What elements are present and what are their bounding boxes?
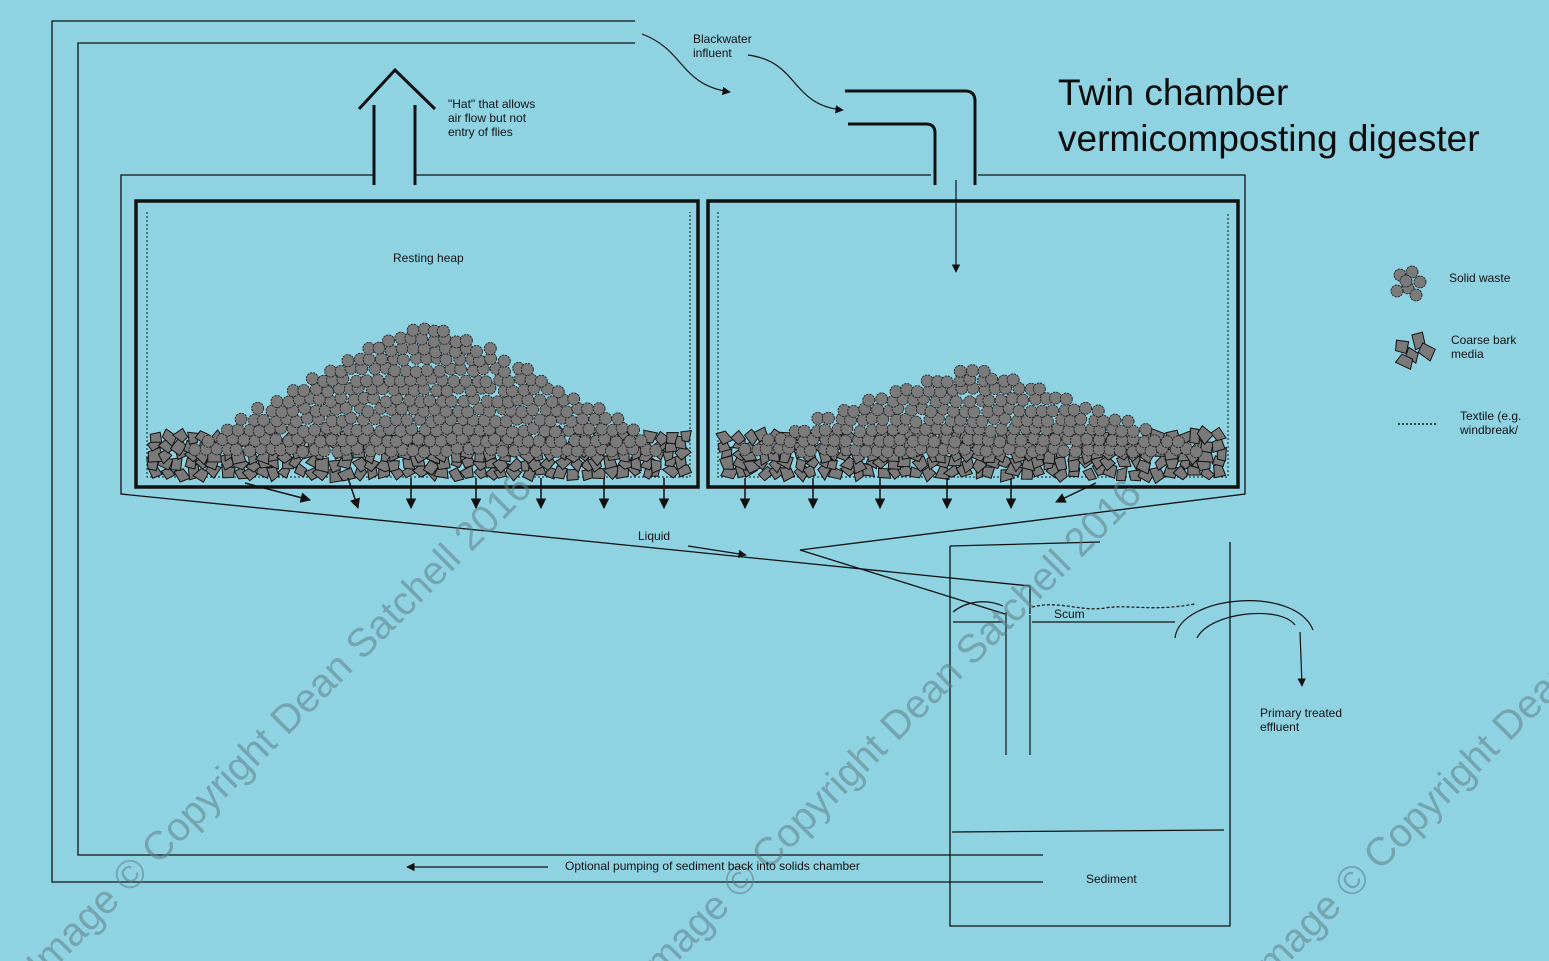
- solid-waste-legend-icon: [1390, 265, 1427, 302]
- active-heap-pile: [715, 364, 1227, 485]
- fly-hat-label: "Hat" that allows air flow but not entry…: [448, 97, 536, 139]
- sediment-label: Sediment: [1086, 872, 1137, 886]
- title-line-1: Twin chamber: [1058, 72, 1289, 113]
- influent-flow-arrows: [641, 33, 961, 273]
- liquid-flow-arrow: [687, 545, 747, 558]
- resting-heap-pile: [146, 322, 693, 484]
- settling-tank: [949, 541, 1231, 927]
- scum-label: Scum: [1054, 607, 1085, 621]
- liquid-label: Liquid: [638, 529, 671, 543]
- housing-outline: [120, 174, 1246, 615]
- inlet-pipe: [845, 89, 977, 185]
- textile-legend-label: Textile (e.g. windbreak/: [1460, 409, 1522, 437]
- drainage-arrows: [244, 477, 1097, 510]
- coarse-bark-legend-icon: [1394, 331, 1436, 371]
- outlet-pipe: [1174, 600, 1314, 687]
- recirculation-pipe: [51, 20, 1043, 883]
- blackwater-influent-label: Blackwater influent: [693, 32, 752, 60]
- resting-chamber: [134, 199, 700, 489]
- diagram-title: Twin chamber vermicomposting digester: [1058, 70, 1480, 162]
- coarse-bark-legend-label: Coarse bark media: [1451, 333, 1517, 361]
- sediment-pumping-label: Optional pumping of sediment back into s…: [565, 859, 860, 873]
- scum-layer: [952, 601, 1196, 623]
- title-line-2: vermicomposting digester: [1058, 118, 1480, 159]
- primary-effluent-label: Primary treated effluent: [1260, 706, 1343, 734]
- fly-hat-vent: [357, 67, 437, 185]
- resting-heap-label: Resting heap: [393, 251, 464, 265]
- active-chamber: [706, 199, 1240, 489]
- solid-waste-legend-label: Solid waste: [1449, 271, 1511, 285]
- dip-pipe: [1005, 612, 1031, 755]
